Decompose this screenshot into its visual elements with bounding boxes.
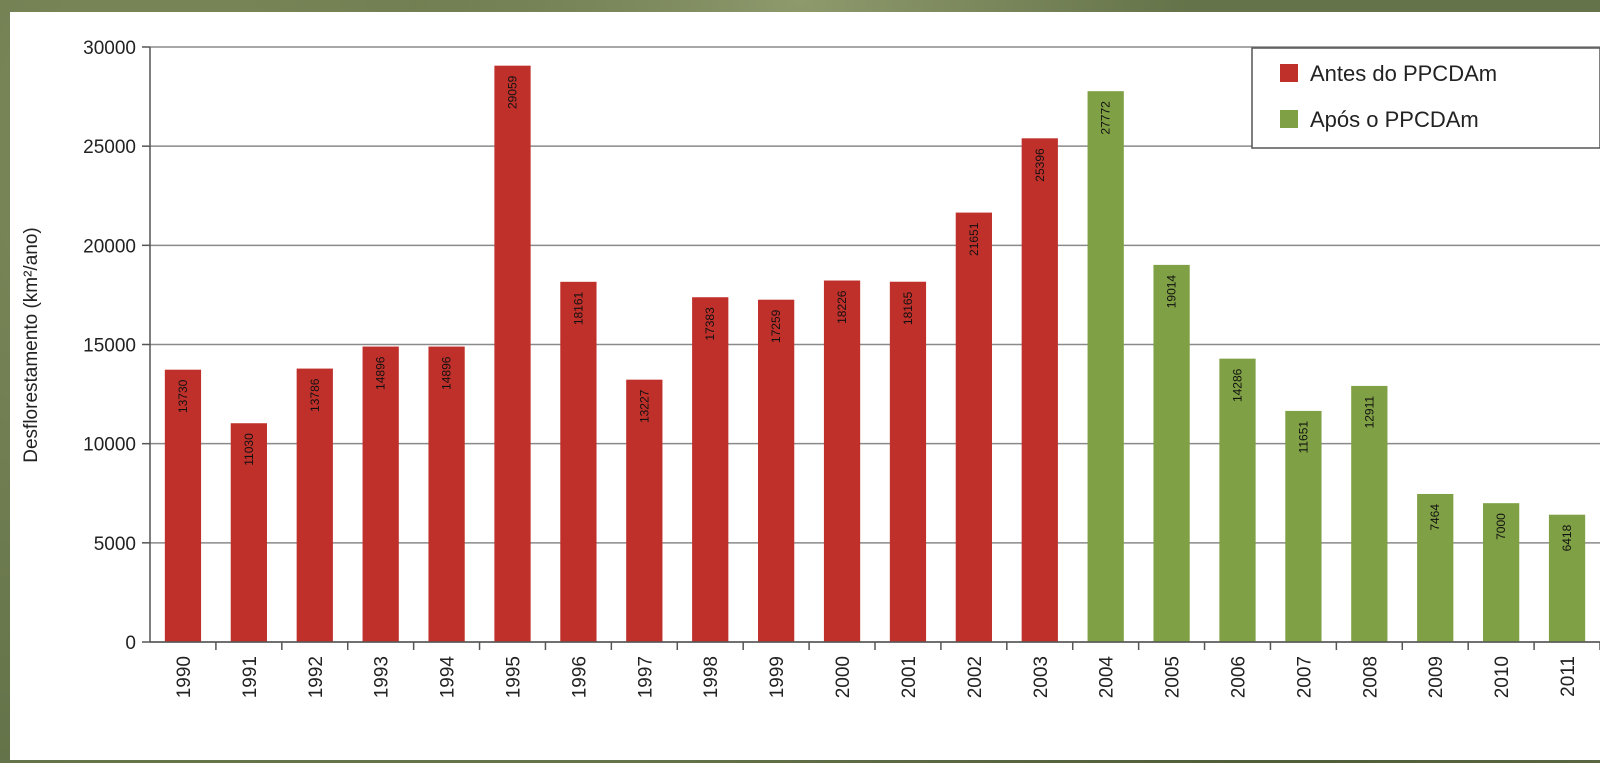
legend-box [1251,47,1600,149]
bar-2001 [889,281,927,642]
bar-2005 [1153,264,1190,642]
x-tick-label-1997: 1997 [635,656,656,698]
data-label-1996: 18161 [571,291,585,325]
data-label-1990: 13730 [176,379,190,413]
data-label-1991: 11030 [242,433,256,466]
data-label-1992: 13786 [308,378,322,412]
bar-1996 [560,281,597,642]
data-label-2005: 19014 [1165,275,1179,309]
bar-2004 [1087,91,1124,643]
x-tick-label-1992: 1992 [306,656,327,698]
legend-swatch-apos [1280,110,1298,128]
bar-2002 [955,212,992,642]
y-tick-label: 25000 [83,137,136,158]
bar-2003 [1021,138,1058,642]
data-label-1999: 17259 [769,309,783,343]
x-tick-label-1996: 1996 [569,656,590,698]
y-tick-label: 5000 [94,534,136,555]
bar-1993 [362,346,399,642]
y-tick-label: 10000 [83,435,136,456]
bar-1999 [758,299,795,642]
y-tick-label: 20000 [83,236,136,257]
data-label-2009: 7464 [1428,504,1442,531]
x-tick-label-2008: 2008 [1360,656,1381,698]
legend-label-antes: Antes do PPCDAm [1310,61,1497,86]
bar-1992 [296,368,333,642]
x-tick-label-1995: 1995 [504,656,525,698]
y-tick-label: 0 [125,633,136,654]
x-tick-label-1990: 1990 [174,656,195,698]
y-tick-label: 30000 [83,38,136,59]
y-axis-label: Desflorestamento (km²/ano) [21,227,42,462]
data-label-2002: 21651 [967,222,981,256]
data-label-1993: 14896 [374,356,388,390]
x-tick-label-1994: 1994 [438,656,459,699]
bar-1991 [230,423,267,642]
x-tick-label-2011: 2011 [1558,656,1579,697]
bar-1994 [428,346,465,642]
data-label-2000: 18226 [835,290,849,324]
legend: Antes do PPCDAm Após o PPCDAm [1251,47,1600,149]
data-label-1995: 29059 [506,75,520,109]
x-axis: 1990 1991 1992 1993 1994 1995 1996 1997 1998 1999… [150,641,1600,699]
data-label-1997: 13227 [637,389,651,423]
bar-2006 [1219,358,1256,642]
bar-2011 [1548,514,1586,642]
y-tick-label: 15000 [83,336,136,357]
data-label-2010: 7000 [1494,513,1508,540]
bar-2000 [823,280,861,642]
legend-swatch-antes [1280,64,1298,82]
bar-1995 [494,65,531,643]
x-tick-label-2001: 2001 [899,656,920,698]
y-axis: 0 5000 10000 15000 20000 25000 30000 [83,38,151,654]
data-label-1998: 17383 [703,307,717,341]
data-label-2003: 25396 [1033,148,1047,182]
x-tick-label-2005: 2005 [1163,656,1184,698]
bar-1990 [164,369,202,642]
data-label-2004: 27772 [1099,101,1113,135]
x-tick-label-2000: 2000 [833,656,854,698]
x-tick-label-1991: 1991 [240,656,261,698]
x-tick-label-2007: 2007 [1294,656,1315,698]
data-label-1994: 14896 [440,356,454,390]
legend-label-apos: Após o PPCDAm [1310,107,1479,132]
data-label-2001: 18165 [901,291,915,325]
bar-2008 [1351,385,1388,642]
x-tick-label-2010: 2010 [1492,656,1513,698]
data-label-2011: 6418 [1560,524,1574,551]
data-label-2007: 11651 [1296,421,1310,454]
x-tick-label-1998: 1998 [701,656,722,698]
bar-2010 [1483,503,1520,642]
x-tick-label-2002: 2002 [965,656,986,698]
x-tick-label-2003: 2003 [1031,656,1052,698]
bar-2009 [1417,493,1454,642]
bar-2007 [1285,410,1322,642]
bar-1997 [626,379,663,642]
data-label-2006: 14286 [1231,368,1245,402]
x-tick-label-2009: 2009 [1426,656,1447,698]
x-tick-label-1999: 1999 [767,656,788,698]
bar-1998 [692,297,729,642]
bar-chart: 0 5000 10000 15000 20000 25000 30000 13730 1103… [21,38,1600,699]
bars: 13730 11030 13786 14896 14896 29059 18161 13227… [164,65,1586,643]
data-label-2008: 12911 [1362,396,1376,429]
x-tick-label-2006: 2006 [1229,656,1250,698]
x-tick-label-2004: 2004 [1097,656,1118,699]
x-tick-label-1993: 1993 [372,656,393,698]
chart-panel: 0 5000 10000 15000 20000 25000 30000 13730 1103… [10,12,1600,760]
